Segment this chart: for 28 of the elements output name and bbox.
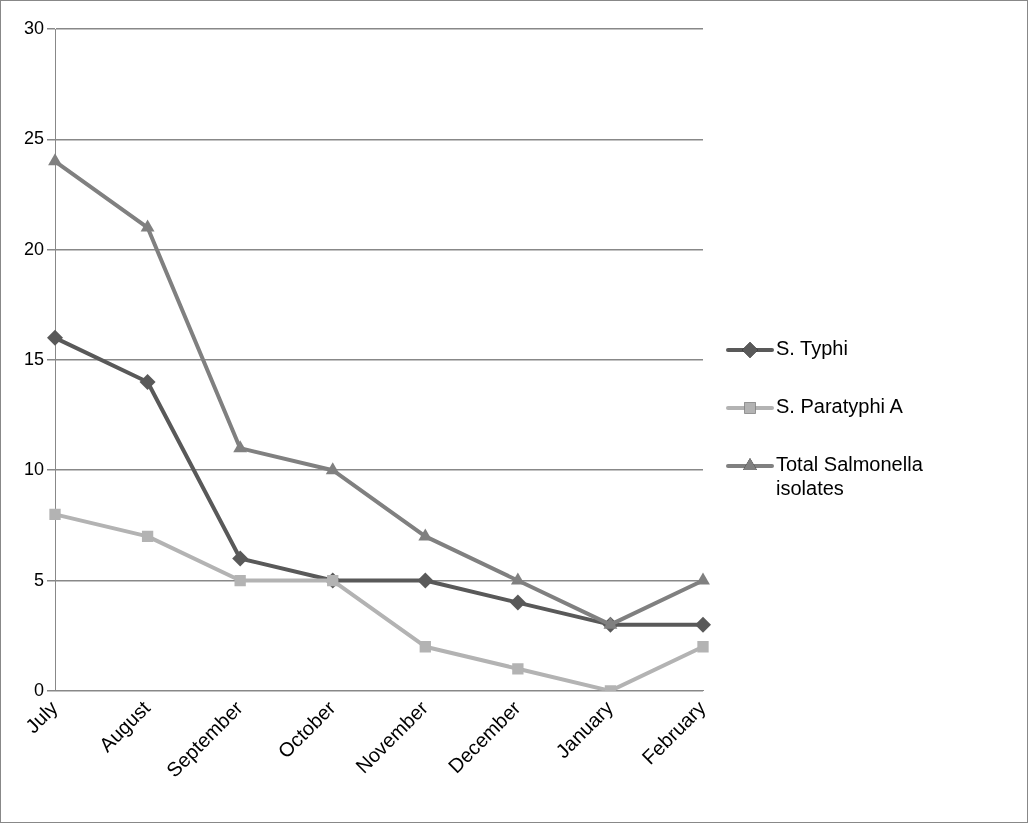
legend-label: S. Paratyphi A: [776, 395, 904, 418]
point: [49, 508, 61, 521]
point: [419, 641, 431, 653]
y-tick-label: 30: [23, 17, 45, 38]
point: [417, 572, 434, 589]
point: [140, 219, 155, 232]
point: [139, 373, 156, 390]
y-tick-label: 15: [23, 348, 45, 369]
y-tick-label: 5: [34, 569, 45, 590]
point: [510, 572, 525, 585]
point: [232, 550, 249, 567]
y-tick-label: 20: [23, 238, 45, 259]
point: [696, 572, 710, 585]
legend-label: Total Salmonella isolates: [776, 453, 924, 500]
point: [233, 440, 248, 453]
point: [697, 641, 709, 653]
point: [695, 616, 711, 633]
point: [325, 462, 340, 475]
y-tick-label: 25: [23, 128, 45, 149]
point: [509, 594, 526, 611]
legend-label: S. Typhi: [776, 337, 848, 360]
point: [141, 530, 154, 543]
point: [47, 329, 64, 346]
point: [234, 574, 246, 587]
point: [48, 153, 62, 166]
point: [603, 616, 618, 629]
point: [512, 663, 524, 675]
y-tick-label: 10: [23, 459, 45, 480]
